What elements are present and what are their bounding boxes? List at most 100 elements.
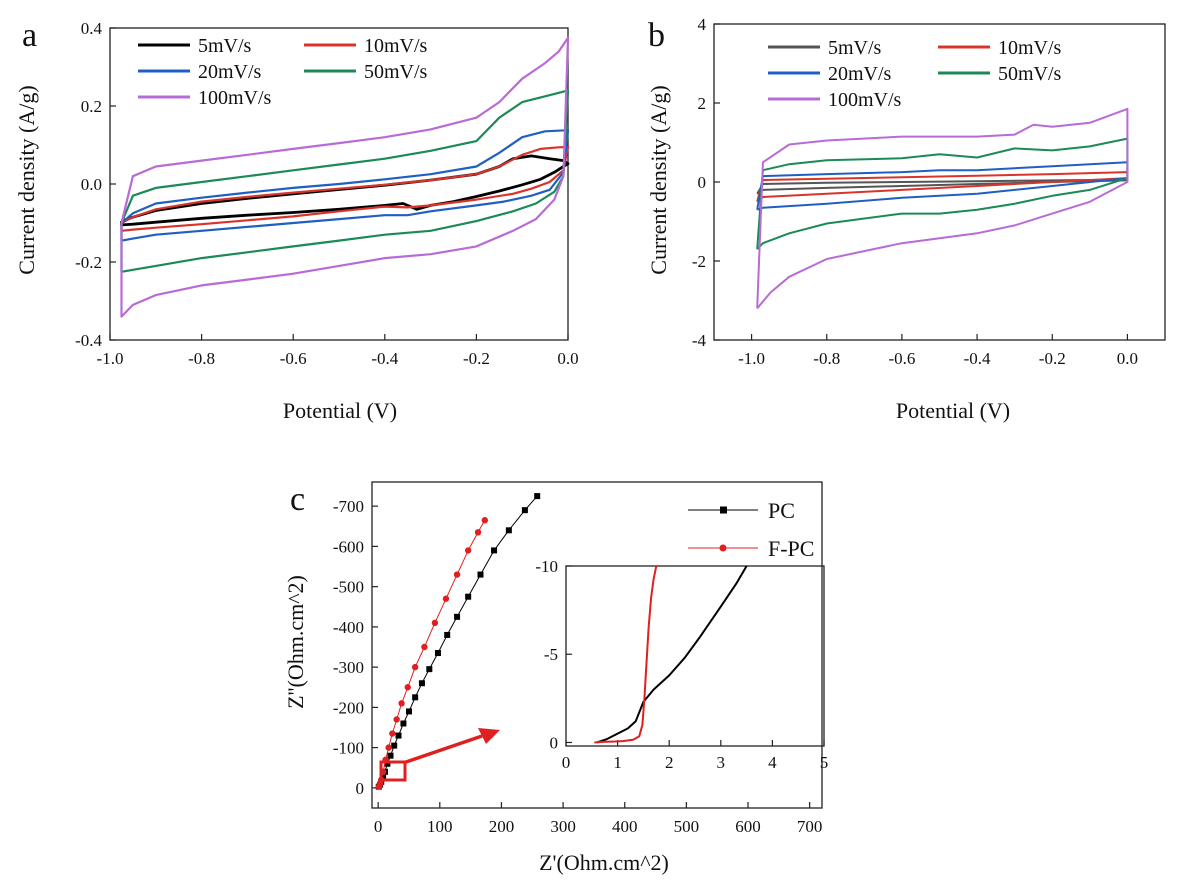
c-legend-marker (719, 544, 727, 552)
a-ytick-label: 0.2 (81, 97, 102, 116)
c-ytick-label: -500 (333, 578, 364, 597)
panel-c-xlabel: Z'(Ohm.cm^2) (539, 850, 669, 875)
a-xtick-label: -0.4 (371, 349, 398, 368)
c-xtick-label: 500 (674, 817, 700, 836)
c-legend-label: F-PC (768, 536, 814, 561)
c-xtick-label: 0 (374, 817, 383, 836)
a-xtick-label: -1.0 (97, 349, 124, 368)
panel-c-ylabel: Z''(Ohm.cm^2) (283, 575, 308, 709)
panel-c: c 0 100 200 300 400 500 600 7000-100-200-300-40… (283, 481, 828, 875)
c-point-PC (426, 666, 433, 673)
a-legend-label: 5mV/s (198, 35, 252, 57)
a-xtick-label: 0.0 (557, 349, 578, 368)
b-line-100mVs (756, 107, 1129, 310)
b-line-20mVs (756, 161, 1129, 211)
a-legend-label: 10mV/s (364, 35, 428, 57)
c-ytick-label: -200 (333, 698, 364, 717)
c-point-PC (384, 760, 391, 767)
c-inset-ytick-label: -5 (544, 645, 558, 664)
panel-b-label: b (648, 17, 665, 54)
c-ytick-label: -600 (333, 537, 364, 556)
c-point-PC (412, 694, 419, 701)
c-ytick-label: -100 (333, 739, 364, 758)
c-point-PC (444, 631, 451, 638)
c-legend-marker (720, 506, 727, 514)
b-legend-label: 50mV/s (998, 63, 1062, 85)
panel-a-xlabel: Potential (V) (283, 398, 397, 423)
c-inset-xtick-label: 4 (768, 753, 777, 772)
c-point-PC (418, 680, 425, 687)
c-point-PC (400, 720, 407, 727)
c-ytick-label: -400 (333, 618, 364, 637)
b-xtick-label: 0.0 (1117, 349, 1138, 368)
c-point-PC (391, 742, 398, 749)
c-point-FPC (481, 517, 489, 524)
panel-b: b -1.0 -0.8 -0.6 -0.4 -0.2 0.0 -4 -2 0 2 4 5mV/s 10m… (646, 15, 1166, 423)
c-inset-ytick-label: 0 (550, 733, 559, 752)
b-legend-label: 100mV/s (828, 89, 902, 111)
c-zoom-box (379, 760, 407, 782)
a-xtick-label: -0.2 (463, 349, 490, 368)
b-legend-label: 20mV/s (828, 63, 892, 85)
a-ytick-label: 0.0 (81, 175, 102, 194)
a-legend-label: 100mV/s (198, 87, 272, 109)
c-point-PC (387, 752, 394, 759)
c-inset-line-FPC (594, 565, 658, 744)
panel-a-label: a (22, 17, 37, 54)
c-legend-label: PC (768, 498, 795, 523)
c-ytick-label: 0 (356, 779, 365, 798)
c-ytick-label: -700 (333, 497, 364, 516)
panel-b-plot: -1.0 -0.8 -0.6 -0.4 -0.2 0.0 -4 -2 0 2 4 5mV/s 10mV/… (692, 15, 1166, 368)
b-ytick-label: 0 (698, 173, 707, 192)
c-xtick-label: 200 (489, 817, 515, 836)
b-xtick-label: -1.0 (738, 349, 765, 368)
c-point-PC (505, 527, 512, 534)
c-inset-line-PC (596, 565, 748, 744)
b-xtick-label: -0.4 (964, 349, 991, 368)
b-ytick-label: -2 (692, 252, 706, 271)
c-zoom-arrow-head (478, 728, 500, 744)
c-point-FPC (385, 744, 392, 751)
c-inset-xtick-label: 0 (562, 753, 571, 772)
c-inset-xtick-label: 5 (820, 753, 829, 772)
c-xtick-label: 100 (427, 817, 453, 836)
a-xtick-label: -0.8 (188, 349, 215, 368)
b-legend-label: 10mV/s (998, 37, 1062, 59)
c-inset-xtick-label: 3 (717, 753, 726, 772)
b-xtick-label: -0.6 (888, 349, 915, 368)
a-ytick-label: -0.2 (75, 253, 102, 272)
panel-a-ylabel: Current density (A/g) (14, 85, 39, 274)
panel-a: a -1.0 -0.8 -0.6 -0.4 -0.2 0.0 -0.4 -0.2 0.0 0.2 0… (14, 17, 579, 423)
c-point-PC (491, 547, 498, 554)
c-point-FPC (389, 730, 396, 737)
c-xtick-label: 600 (735, 817, 761, 836)
c-frame (371, 481, 823, 809)
c-point-PC (434, 650, 441, 657)
c-ytick-label: -300 (333, 658, 364, 677)
panel-b-ylabel: Current density (A/g) (646, 85, 671, 274)
c-point-FPC (474, 529, 482, 536)
c-point-FPC (453, 571, 461, 578)
c-point-FPC (393, 716, 400, 723)
c-inset-ytick-label: -10 (535, 557, 558, 576)
b-ytick-label: -4 (692, 331, 707, 350)
c-point-PC (454, 613, 461, 620)
c-point-FPC (442, 595, 450, 602)
c-point-PC (405, 708, 412, 715)
b-ytick-label: 2 (698, 94, 707, 113)
c-point-FPC (404, 684, 411, 691)
c-point-FPC (464, 547, 472, 554)
c-inset-frame (565, 565, 825, 747)
c-point-FPC (431, 619, 439, 627)
panel-b-xlabel: Potential (V) (896, 398, 1010, 423)
c-point-PC (395, 732, 402, 739)
b-ytick-label: 4 (698, 15, 707, 34)
c-xtick-label: 300 (550, 817, 576, 836)
c-point-FPC (421, 643, 428, 651)
b-xtick-label: -0.2 (1039, 349, 1066, 368)
c-point-PC (521, 507, 528, 514)
a-line-100mVs (120, 36, 570, 318)
a-line-50mVs (120, 89, 570, 273)
c-point-FPC (411, 663, 419, 671)
a-legend-label: 20mV/s (198, 61, 262, 83)
